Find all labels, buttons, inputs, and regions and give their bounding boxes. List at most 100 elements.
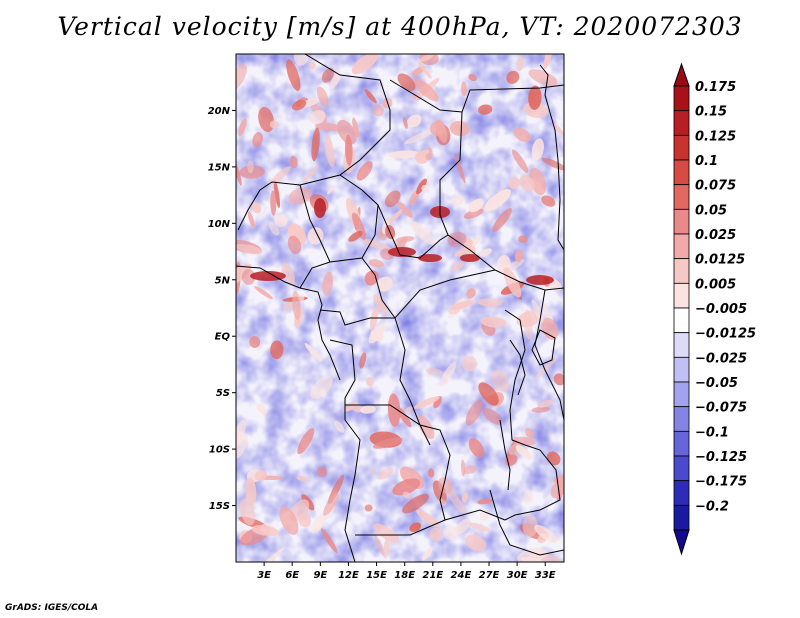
updraft-patch: [274, 214, 288, 227]
updraft-patch: [388, 150, 420, 159]
updraft-patch: [364, 504, 373, 512]
strong-updraft-patch: [250, 271, 286, 281]
updraft-patch: [247, 160, 254, 174]
updraft-patch: [445, 486, 466, 515]
colorbar-bottom-arrow: [673, 529, 690, 556]
updraft-patch: [525, 427, 534, 439]
updraft-patch: [373, 294, 388, 315]
updraft-patch: [455, 518, 471, 535]
updraft-patch: [409, 220, 436, 246]
updraft-patch: [236, 433, 248, 459]
updraft-patch: [454, 153, 466, 184]
updraft-patch: [477, 298, 502, 307]
updraft-patch: [359, 352, 367, 369]
colorbar-label: −0.025: [695, 351, 747, 366]
updraft-patch: [406, 114, 422, 128]
updraft-patch: [279, 506, 299, 535]
updraft-patch: [376, 276, 393, 292]
updraft-patch: [368, 259, 384, 268]
lon-tick-label: 12E: [338, 570, 359, 581]
colorbar-swatch: [673, 184, 690, 210]
colorbar-label: 0.1: [695, 154, 718, 169]
updraft-patch: [241, 269, 256, 285]
updraft-patch: [468, 438, 485, 458]
updraft-patch: [413, 396, 440, 409]
updraft-patch: [422, 547, 433, 561]
updraft-patch: [419, 54, 434, 62]
colorbar-label: −0.0125: [695, 327, 756, 342]
updraft-patch: [438, 477, 453, 494]
updraft-patch: [478, 382, 499, 406]
updraft-patch: [374, 535, 385, 556]
updraft-patch: [322, 271, 334, 296]
updraft-patch: [503, 267, 522, 298]
lat-tick-label: EQ: [215, 332, 231, 343]
updraft-patch: [254, 470, 268, 481]
updraft-patch: [416, 178, 427, 195]
colorbar-swatch: [673, 233, 690, 260]
updraft-patch: [466, 288, 476, 299]
colorbar-label: 0.175: [695, 80, 736, 95]
updraft-patch: [402, 491, 412, 499]
updraft-patch: [465, 534, 487, 552]
boundary-line: [377, 204, 449, 259]
updraft-patch: [254, 286, 273, 300]
updraft-patch: [322, 493, 340, 516]
updraft-patch: [448, 306, 460, 315]
updraft-patch: [483, 189, 512, 212]
updraft-patch: [428, 468, 435, 478]
updraft-patch: [523, 490, 534, 504]
updraft-patch: [364, 88, 377, 104]
updraft-patch: [327, 185, 335, 195]
latitude-axis: 20N 15N 10N 5N EQ 5S 10S 15S: [208, 106, 236, 512]
colorbar-swatch: [673, 208, 690, 235]
updraft-patch: [515, 445, 533, 460]
updraft-patch: [270, 190, 277, 216]
updraft-patch: [402, 493, 429, 514]
strong-updraft-patch: [526, 275, 554, 285]
lon-tick-label: 27E: [479, 570, 500, 581]
lon-tick-label: 30E: [507, 570, 528, 581]
lake-outline: [531, 329, 556, 366]
updraft-patch: [546, 451, 561, 466]
updraft-patch: [439, 361, 457, 387]
updraft-patch: [386, 209, 403, 227]
updraft-patch: [541, 157, 564, 171]
updraft-patch: [412, 77, 439, 102]
updraft-patch: [395, 236, 415, 243]
updraft-patch: [480, 316, 507, 328]
updraft-patch: [288, 187, 312, 205]
updraft-patch: [513, 127, 531, 143]
updraft-patch: [315, 122, 342, 132]
colorbar-label: 0.125: [695, 129, 736, 144]
updraft-patch: [432, 480, 447, 504]
updraft-patch: [463, 208, 484, 219]
updraft-patch: [463, 465, 478, 474]
boundary-line: [236, 54, 391, 231]
strong-updraft-patch: [388, 247, 416, 257]
boundary-line: [299, 184, 331, 263]
updraft-patch: [508, 176, 520, 189]
colorbar-label: −0.1: [695, 425, 729, 440]
updraft-patch: [269, 120, 279, 129]
updraft-patch: [238, 118, 247, 137]
updraft-patch: [373, 523, 400, 543]
colorbar-swatch: [673, 406, 690, 432]
colorbar-label: 0.025: [695, 228, 736, 243]
boundary-line: [344, 419, 361, 562]
plot-frame: [235, 53, 565, 563]
updraft-patch: [329, 70, 342, 90]
colorbar-label: −0.075: [695, 401, 747, 416]
updraft-patch: [387, 393, 401, 427]
updraft-patch: [553, 123, 564, 136]
updraft-patch: [364, 270, 379, 286]
updraft-patch: [281, 263, 295, 286]
updraft-patch: [311, 127, 320, 162]
updraft-patch: [534, 524, 558, 543]
longitude-axis: 3E 6E 9E 12E 15E 18E 21E 24E 27E 30E 33E: [257, 562, 556, 581]
updraft-patch: [421, 184, 430, 192]
updraft-patch: [506, 70, 520, 84]
updraft-patch: [491, 369, 510, 393]
updraft-patch: [523, 102, 548, 119]
